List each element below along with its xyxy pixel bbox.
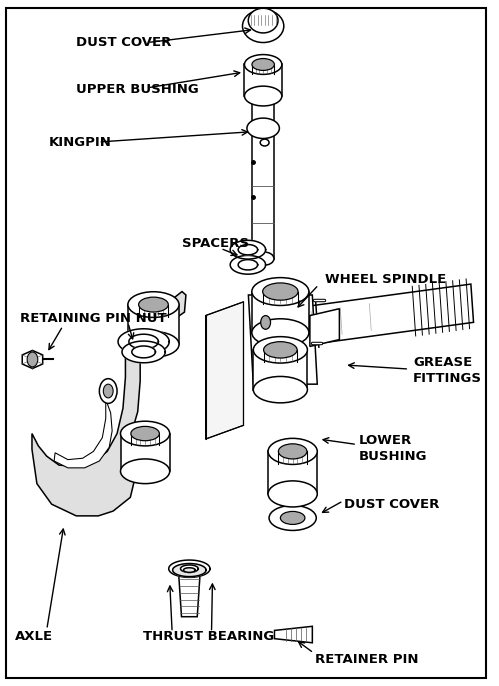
Polygon shape bbox=[169, 560, 210, 578]
Polygon shape bbox=[179, 572, 200, 617]
Polygon shape bbox=[245, 64, 282, 96]
Ellipse shape bbox=[278, 444, 307, 459]
Ellipse shape bbox=[263, 342, 297, 358]
Text: BUSHING: BUSHING bbox=[359, 451, 428, 463]
Circle shape bbox=[103, 384, 113, 398]
Ellipse shape bbox=[243, 10, 284, 43]
Ellipse shape bbox=[280, 512, 305, 524]
Polygon shape bbox=[128, 305, 179, 344]
Ellipse shape bbox=[262, 283, 298, 300]
Ellipse shape bbox=[245, 55, 282, 74]
Ellipse shape bbox=[253, 377, 307, 403]
Text: RETAINING PIN NUT: RETAINING PIN NUT bbox=[19, 312, 166, 324]
Text: DUST COVER: DUST COVER bbox=[76, 36, 172, 49]
Polygon shape bbox=[230, 240, 265, 259]
Ellipse shape bbox=[269, 506, 316, 530]
Ellipse shape bbox=[121, 421, 170, 446]
Polygon shape bbox=[252, 97, 274, 259]
Text: WHEEL SPINDLE: WHEEL SPINDLE bbox=[325, 274, 446, 286]
Ellipse shape bbox=[268, 481, 317, 507]
Polygon shape bbox=[310, 309, 339, 346]
Text: KINGPIN: KINGPIN bbox=[49, 136, 112, 148]
Ellipse shape bbox=[128, 292, 179, 318]
Ellipse shape bbox=[252, 91, 274, 104]
Polygon shape bbox=[118, 329, 169, 355]
Circle shape bbox=[290, 346, 298, 357]
Text: UPPER BUSHING: UPPER BUSHING bbox=[76, 83, 199, 95]
Ellipse shape bbox=[252, 58, 274, 71]
Polygon shape bbox=[32, 292, 186, 516]
Polygon shape bbox=[238, 259, 257, 270]
Ellipse shape bbox=[245, 86, 282, 106]
Ellipse shape bbox=[260, 139, 269, 146]
Text: AXLE: AXLE bbox=[15, 630, 53, 643]
Polygon shape bbox=[268, 451, 317, 494]
Polygon shape bbox=[122, 341, 165, 363]
Polygon shape bbox=[121, 434, 170, 471]
Ellipse shape bbox=[128, 331, 179, 357]
Ellipse shape bbox=[121, 459, 170, 484]
Ellipse shape bbox=[249, 8, 278, 33]
Polygon shape bbox=[129, 334, 158, 349]
Text: LOWER: LOWER bbox=[359, 434, 412, 447]
Text: THRUST BEARING: THRUST BEARING bbox=[143, 630, 274, 643]
Ellipse shape bbox=[253, 337, 307, 363]
Polygon shape bbox=[253, 350, 307, 390]
Text: RETAINER PIN: RETAINER PIN bbox=[315, 654, 418, 666]
Ellipse shape bbox=[139, 297, 168, 312]
Text: SPACERS: SPACERS bbox=[182, 237, 249, 250]
Polygon shape bbox=[252, 292, 309, 333]
Polygon shape bbox=[173, 563, 206, 577]
Ellipse shape bbox=[131, 427, 159, 440]
Polygon shape bbox=[184, 568, 195, 572]
Polygon shape bbox=[249, 295, 317, 384]
Text: FITTINGS: FITTINGS bbox=[413, 372, 482, 385]
Polygon shape bbox=[238, 244, 257, 255]
Polygon shape bbox=[132, 346, 155, 358]
Polygon shape bbox=[206, 302, 244, 439]
Polygon shape bbox=[274, 626, 312, 643]
Ellipse shape bbox=[252, 252, 274, 265]
Text: DUST COVER: DUST COVER bbox=[344, 498, 440, 510]
Circle shape bbox=[27, 352, 38, 367]
Text: GREASE: GREASE bbox=[413, 356, 473, 368]
Polygon shape bbox=[289, 284, 474, 347]
Ellipse shape bbox=[268, 438, 317, 464]
Ellipse shape bbox=[247, 118, 279, 139]
Polygon shape bbox=[54, 399, 112, 468]
Ellipse shape bbox=[252, 319, 309, 346]
Circle shape bbox=[260, 316, 270, 329]
Ellipse shape bbox=[252, 278, 309, 305]
Polygon shape bbox=[181, 565, 198, 572]
Circle shape bbox=[99, 379, 117, 403]
Polygon shape bbox=[22, 351, 43, 368]
Polygon shape bbox=[230, 255, 265, 274]
